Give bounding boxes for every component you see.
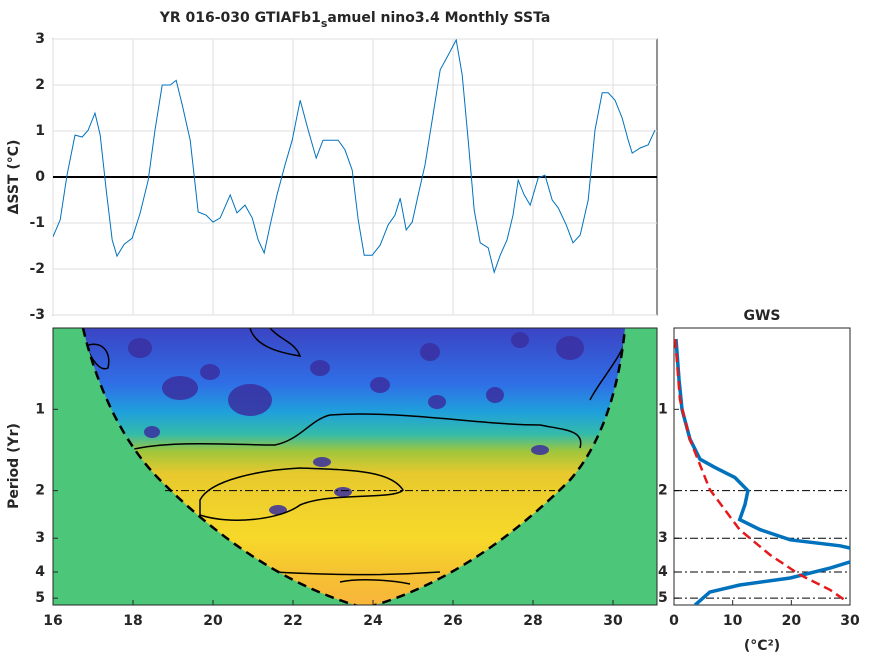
chart-title: YR 016-030 GTIAFb1samuel nino3.4 Monthly…	[159, 10, 551, 30]
y-tick-label: 2	[35, 483, 45, 499]
y-tick-label: 0	[35, 169, 45, 185]
y-tick-label: 2	[35, 77, 45, 93]
data-line	[53, 39, 656, 274]
cone-of-influence	[81, 328, 627, 605]
x-tick-label: 22	[283, 613, 302, 629]
title-text: YR 016-030 GTIAFb1	[159, 10, 321, 26]
chart-title: GWS	[743, 308, 780, 324]
axes-box	[673, 327, 851, 606]
y-axis-label: ΔSST (°C)	[6, 140, 22, 215]
wavelet-power	[53, 328, 657, 605]
x-tick-label: 30	[840, 613, 860, 629]
title-subscript: s	[321, 17, 328, 30]
power-minima	[128, 332, 584, 515]
y-tick-label: -2	[29, 261, 45, 277]
x-tick-label: 28	[523, 613, 542, 629]
y-tick-label: -3	[29, 307, 45, 323]
y-tick-label: 4	[35, 564, 45, 580]
x-tick-label: 16	[43, 613, 62, 629]
x-tick-label: 24	[363, 613, 383, 629]
spectrum-line	[674, 339, 846, 602]
x-tick-label: 18	[123, 613, 142, 629]
axes-box	[52, 327, 658, 606]
x-tick-label: 10	[723, 613, 743, 629]
y-tick-label: 5	[35, 590, 45, 606]
y-tick-label: 1	[35, 401, 45, 417]
y-tick-label: 3	[35, 31, 45, 47]
title-text: amuel nino3.4 Monthly SSTa	[327, 10, 550, 26]
x-tick-label: 20	[782, 613, 802, 629]
y-tick-label: 1	[658, 401, 668, 417]
y-axis-label: Period (Yr)	[6, 423, 22, 509]
y-tick-label: 3	[658, 530, 668, 546]
x-tick-label: 30	[603, 613, 623, 629]
x-axis-label: (°C²)	[744, 638, 780, 654]
y-tick-label: 1	[35, 123, 45, 139]
y-tick-label: 5	[658, 590, 668, 606]
y-tick-label: 4	[658, 564, 668, 580]
y-tick-label: -1	[29, 215, 45, 231]
spectrum-line	[674, 338, 850, 605]
y-tick-label: 2	[658, 483, 668, 499]
significance-contour	[85, 328, 625, 585]
y-tick-label: 3	[35, 530, 45, 546]
x-tick-label: 0	[669, 613, 679, 629]
x-tick-label: 26	[443, 613, 462, 629]
x-tick-label: 20	[203, 613, 223, 629]
